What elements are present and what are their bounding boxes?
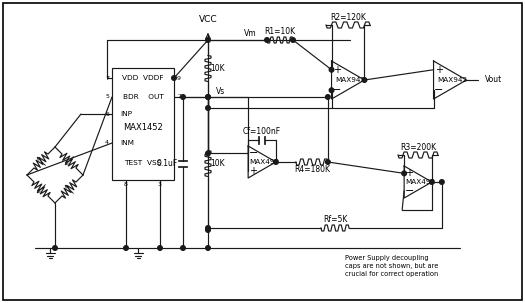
Text: 8: 8 — [124, 182, 128, 188]
Text: Vm: Vm — [244, 28, 256, 38]
Text: 2: 2 — [177, 95, 181, 99]
Text: MAX942: MAX942 — [437, 77, 467, 83]
Text: +: + — [249, 166, 257, 176]
Text: R3=200K: R3=200K — [400, 142, 436, 152]
Circle shape — [326, 160, 330, 164]
Circle shape — [206, 226, 211, 230]
Text: MAX942: MAX942 — [335, 77, 365, 83]
Circle shape — [206, 106, 211, 110]
Circle shape — [206, 246, 211, 250]
Circle shape — [274, 160, 278, 164]
Circle shape — [329, 88, 334, 92]
Circle shape — [172, 76, 176, 80]
Text: VCC: VCC — [198, 15, 217, 25]
Text: INM: INM — [120, 140, 134, 146]
Text: TEST  VSS: TEST VSS — [124, 160, 162, 166]
Circle shape — [439, 180, 444, 184]
Text: MAX492: MAX492 — [405, 179, 435, 185]
Text: MAX492: MAX492 — [249, 159, 279, 165]
Text: 4: 4 — [105, 141, 109, 145]
Circle shape — [206, 95, 211, 99]
Text: −: − — [332, 85, 341, 95]
Circle shape — [52, 246, 57, 250]
Text: R1=10K: R1=10K — [265, 28, 296, 36]
Text: BDR    OUT: BDR OUT — [122, 94, 163, 100]
Circle shape — [291, 38, 295, 42]
Text: 6: 6 — [105, 112, 109, 116]
Text: crucial for correct operation: crucial for correct operation — [345, 271, 438, 277]
Bar — [112, 68, 174, 180]
Text: Rf=5K: Rf=5K — [323, 215, 347, 225]
Text: −: − — [248, 148, 258, 158]
Text: VDD  VDDF: VDD VDDF — [122, 75, 164, 81]
Circle shape — [206, 38, 211, 42]
Circle shape — [329, 68, 334, 72]
Text: 10K: 10K — [211, 159, 225, 168]
Circle shape — [181, 95, 185, 99]
Text: +: + — [405, 168, 413, 178]
Circle shape — [124, 246, 128, 250]
Circle shape — [206, 95, 211, 99]
Circle shape — [265, 38, 269, 42]
Circle shape — [181, 246, 185, 250]
Text: R4=180K: R4=180K — [294, 165, 330, 174]
Text: INP: INP — [120, 111, 132, 117]
Circle shape — [429, 180, 434, 184]
Text: +: + — [435, 65, 443, 75]
Text: 9: 9 — [177, 75, 181, 81]
Text: Vs: Vs — [216, 88, 225, 96]
Text: Power Supply decoupling: Power Supply decoupling — [345, 255, 428, 261]
Text: Cf=100nF: Cf=100nF — [243, 128, 281, 136]
Text: 3: 3 — [158, 182, 162, 188]
Circle shape — [402, 171, 406, 176]
Circle shape — [362, 78, 367, 82]
Text: 7: 7 — [105, 75, 109, 81]
Text: 5: 5 — [105, 95, 109, 99]
Text: −: − — [404, 186, 414, 196]
Text: R2=120K: R2=120K — [330, 12, 366, 22]
Text: Vout: Vout — [485, 75, 502, 85]
Circle shape — [326, 95, 330, 99]
Text: caps are not shown, but are: caps are not shown, but are — [345, 263, 438, 269]
Circle shape — [206, 228, 211, 232]
Text: MAX1452: MAX1452 — [123, 124, 163, 132]
Text: 10K: 10K — [211, 64, 225, 73]
Circle shape — [206, 151, 211, 156]
Text: +: + — [332, 65, 341, 75]
Text: 0.1uF: 0.1uF — [156, 159, 177, 168]
Circle shape — [158, 246, 162, 250]
Text: −: − — [434, 85, 443, 95]
